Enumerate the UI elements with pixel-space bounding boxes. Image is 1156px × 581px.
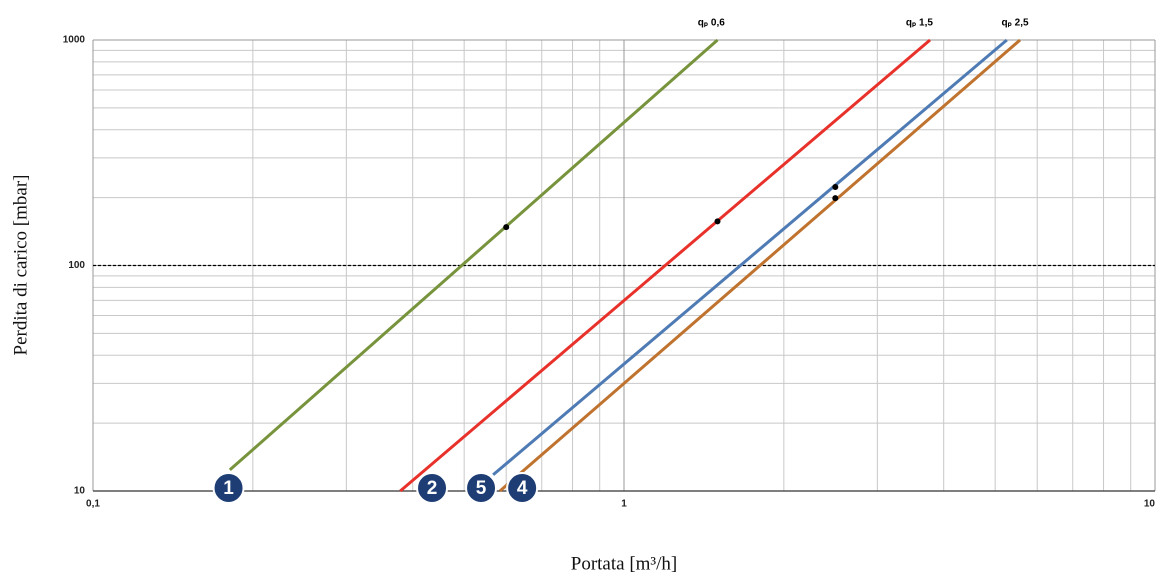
marker-badge: [416, 472, 449, 504]
y-tick-label: 10: [74, 486, 86, 497]
marker-label: 5: [476, 478, 487, 499]
marker-badge: [465, 472, 498, 504]
series-line: [492, 38, 1008, 476]
x-axis-label: Portata [m³/h]: [571, 553, 677, 574]
marker-badge: [506, 472, 539, 504]
data-point: [503, 224, 510, 231]
marker-label: 4: [517, 478, 528, 499]
data-point: [714, 218, 721, 225]
series-line: [498, 38, 1022, 493]
data-point: [832, 183, 839, 190]
y-tick-label: 1000: [63, 35, 86, 46]
marker-label: 1: [223, 478, 234, 499]
y-axis-label: Perdita di carico [mbar]: [10, 175, 31, 356]
marker-label: 2: [427, 478, 438, 499]
series-line: [228, 38, 719, 472]
marker-badge: [212, 472, 245, 504]
top-label: qₚ 0,6: [698, 18, 726, 29]
x-tick-label: 0,1: [86, 499, 100, 510]
x-tick-label: 1: [621, 499, 627, 510]
top-label: qₚ 2,5: [1001, 18, 1029, 29]
top-label: qₚ 1,5: [906, 18, 934, 29]
series-line: [399, 38, 932, 493]
y-tick-label: 100: [68, 260, 85, 271]
x-tick-label: 10: [1144, 499, 1156, 510]
data-point: [832, 195, 839, 202]
